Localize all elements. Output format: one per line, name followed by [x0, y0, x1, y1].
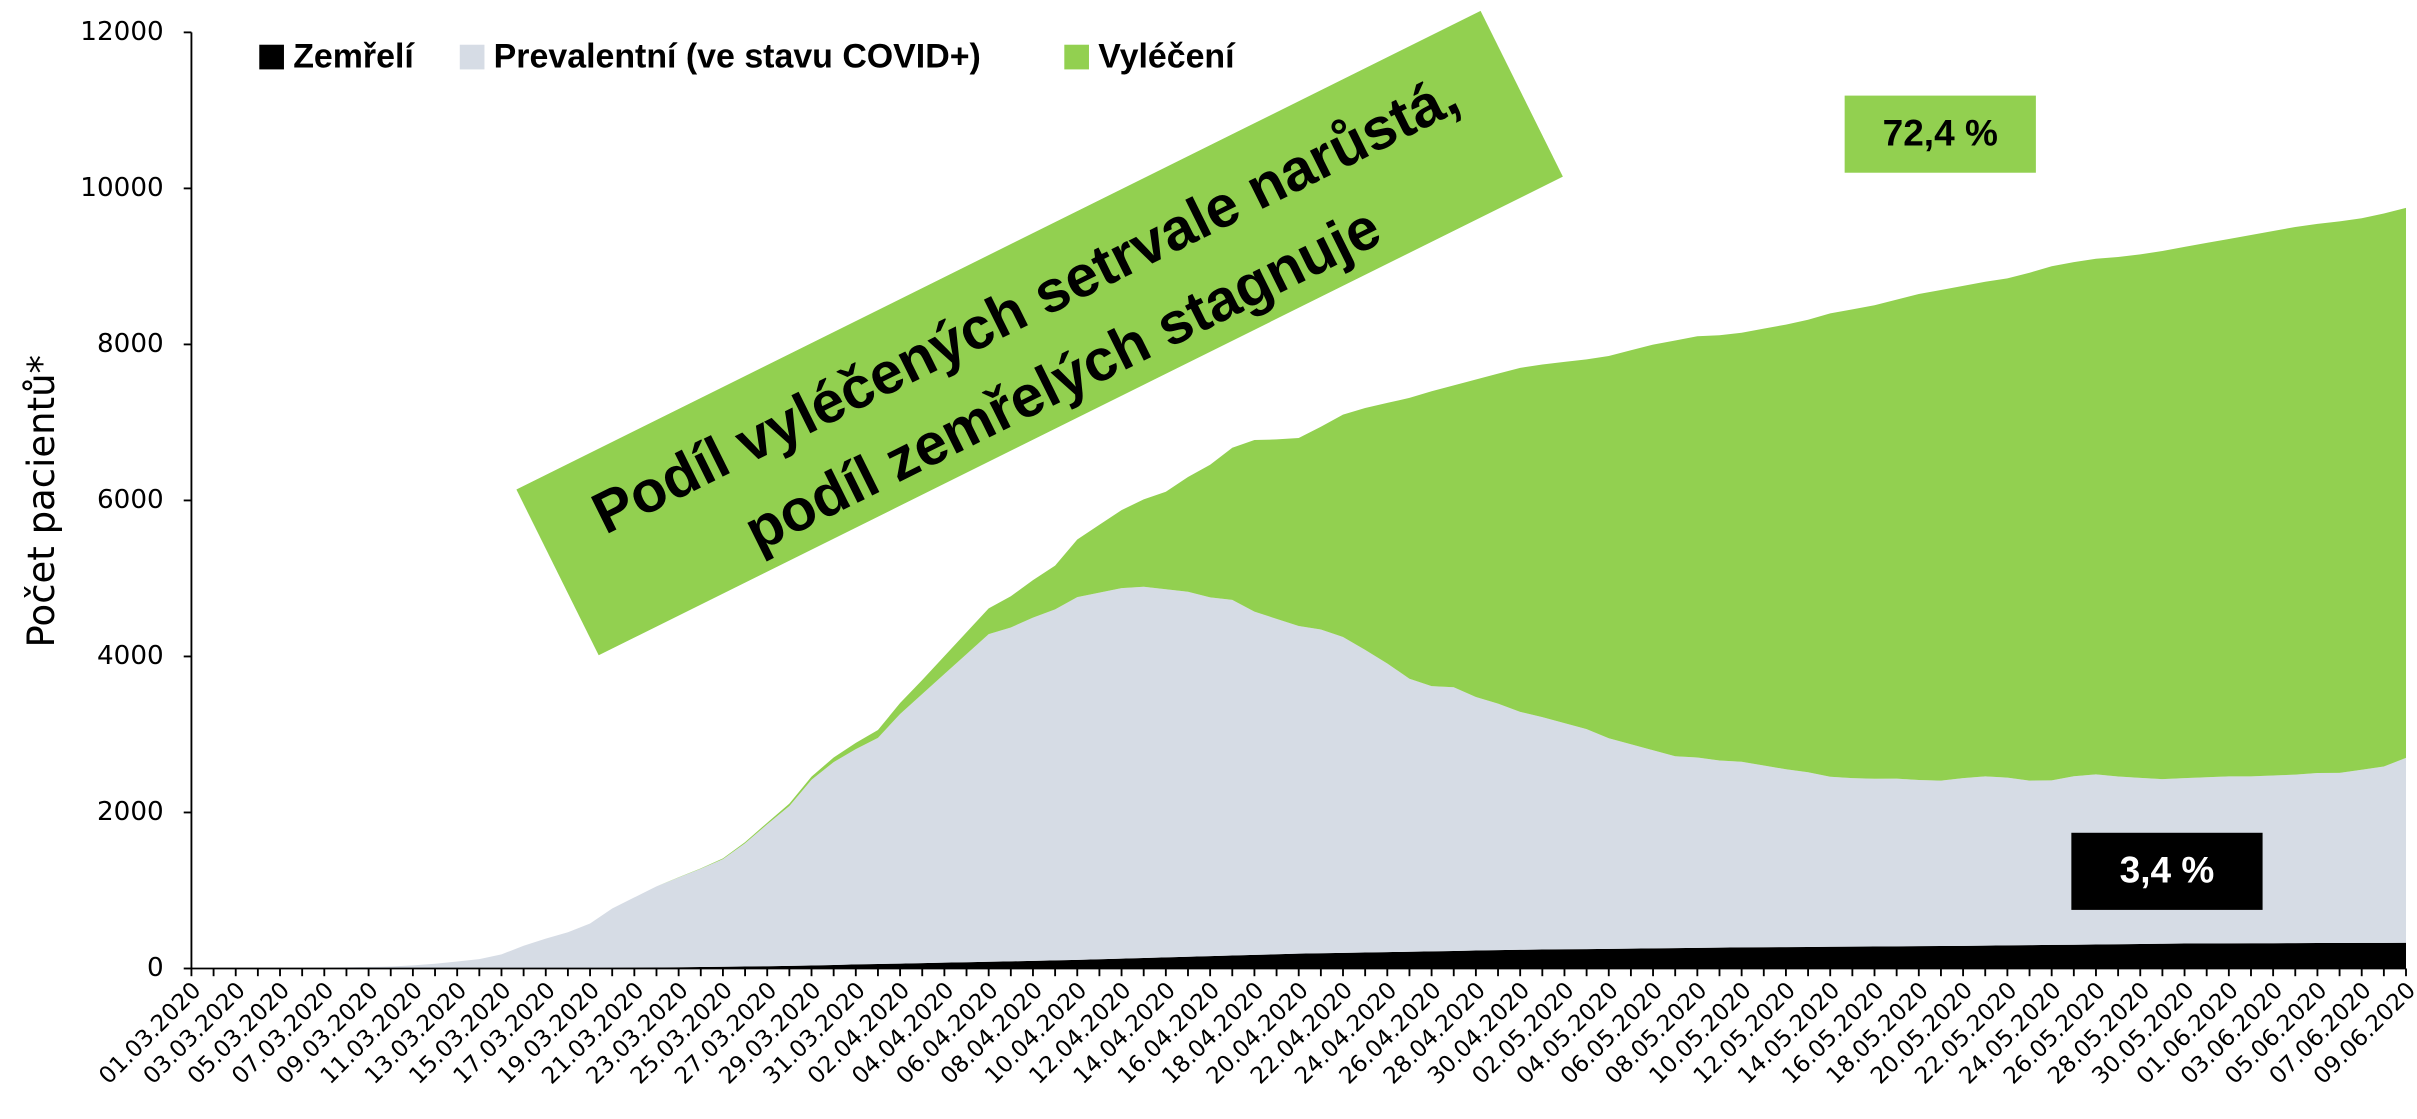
value-box-label: 3,4 % — [2120, 849, 2215, 891]
y-tick-label: 10000 — [80, 173, 163, 203]
y-tick-label: 2000 — [97, 797, 164, 827]
legend-label: Zemřelí — [293, 38, 415, 76]
area — [191, 586, 2407, 969]
value-box-label: 72,4 % — [1883, 111, 1998, 153]
value-box — [2071, 832, 2263, 910]
legend-label: Vyléčení — [1098, 38, 1236, 76]
y-tick-label: 4000 — [97, 641, 164, 671]
y-axis-label: Počet pacientů* — [20, 355, 63, 647]
y-tick-label: 12000 — [80, 17, 163, 47]
y-tick-label: 6000 — [97, 485, 164, 515]
legend-swatch — [459, 44, 485, 70]
area — [191, 942, 2407, 969]
y-tick-label: 0 — [147, 953, 164, 983]
legend-swatch — [1064, 44, 1089, 70]
banner-box — [516, 10, 1563, 656]
legend-swatch — [259, 44, 284, 70]
legend-label: Prevalentní (ve stavu COVID+) — [494, 38, 981, 76]
y-tick-label: 8000 — [97, 329, 164, 359]
area — [191, 207, 2407, 969]
value-box — [1844, 95, 2036, 173]
